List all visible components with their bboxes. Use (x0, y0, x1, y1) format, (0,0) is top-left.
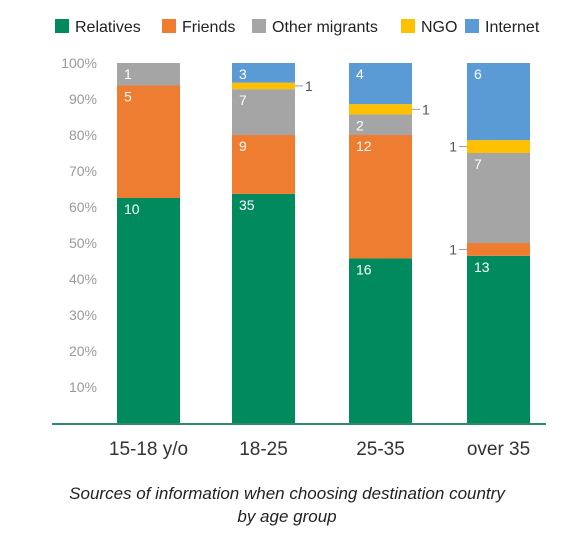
data-label: 3 (239, 66, 247, 82)
bar-segment-friends (232, 135, 295, 194)
bar-segment-other-migrants (232, 89, 295, 135)
data-label: 7 (474, 156, 482, 172)
chart-legend: Relatives Friends Other migrants NGO Interne… (55, 19, 540, 36)
legend-swatch-other-migrants (252, 19, 266, 33)
y-tick-label: 100% (61, 55, 97, 71)
data-label: 13 (474, 259, 490, 275)
legend-item-other-migrants: Other migrants (252, 19, 378, 36)
bar-segment-internet (349, 63, 412, 105)
x-tick-label: over 35 (467, 439, 530, 460)
data-label: 35 (239, 197, 255, 213)
bar-segment-friends (467, 243, 530, 256)
bar-segment-relatives (467, 255, 530, 423)
data-label: 4 (356, 66, 364, 82)
data-label: 1 (422, 101, 430, 117)
y-tick-label: 40% (69, 271, 97, 287)
legend-item-relatives: Relatives (55, 19, 141, 36)
data-label: 2 (356, 117, 364, 133)
bar-segment-internet (232, 63, 295, 83)
bar-segment-relatives (117, 198, 180, 423)
data-label: 1 (124, 66, 132, 82)
x-axis: 15-18 y/o 18-25 25-35 over 35 (52, 423, 546, 460)
legend-label-other-migrants: Other migrants (272, 19, 378, 36)
y-tick-label: 60% (69, 199, 97, 215)
x-tick-label: 15-18 y/o (109, 439, 188, 460)
data-label: 5 (124, 89, 132, 105)
x-tick-label: 18-25 (239, 439, 288, 460)
y-tick-label: 30% (69, 307, 97, 323)
y-axis: 10% 20% 30% 40% 50% 60% 70% 80% 90% 100% (61, 55, 97, 395)
legend-swatch-internet (465, 19, 479, 33)
legend-label-ngo: NGO (421, 19, 457, 36)
bar-segment-relatives (232, 193, 295, 423)
y-tick-label: 80% (69, 127, 97, 143)
data-label: 12 (356, 138, 372, 154)
bar-segment-ngo (349, 104, 412, 115)
legend-label-internet: Internet (485, 19, 540, 36)
bar-segment-friends (349, 135, 412, 259)
legend-label-relatives: Relatives (75, 19, 141, 36)
y-tick-label: 90% (69, 91, 97, 107)
y-tick-label: 20% (69, 343, 97, 359)
bar-segment-other-migrants (467, 153, 530, 243)
bar-group-over-35: 13 1 7 1 6 (449, 63, 530, 423)
legend-item-friends: Friends (162, 19, 235, 36)
stacked-bar-chart: Relatives Friends Other migrants NGO Interne… (52, 19, 546, 460)
bar-segment-ngo (467, 140, 530, 153)
legend-item-ngo: NGO (401, 19, 457, 36)
chart-caption-line2: by age group (237, 507, 337, 526)
bar-segment-other-migrants (117, 63, 180, 86)
data-label: 1 (449, 139, 457, 155)
data-label: 1 (449, 241, 457, 257)
data-label: 1 (305, 78, 313, 94)
legend-label-friends: Friends (182, 19, 235, 36)
bar-group-15-18-y-o: 10 5 1 (117, 63, 180, 423)
y-tick-label: 10% (69, 379, 97, 395)
legend-swatch-relatives (55, 19, 69, 33)
bar-segment-internet (467, 63, 530, 141)
bar-segment-relatives (349, 258, 412, 423)
data-label: 9 (239, 138, 247, 154)
data-label: 6 (474, 66, 482, 82)
y-tick-label: 50% (69, 235, 97, 251)
bar-segment-ngo (232, 82, 295, 90)
bar-segment-friends (117, 85, 180, 198)
bar-group-18-25: 35 9 7 1 3 (232, 63, 313, 423)
y-tick-label: 70% (69, 163, 97, 179)
legend-swatch-friends (162, 19, 176, 33)
chart-caption-line1: Sources of information when choosing des… (69, 484, 505, 503)
bar-group-25-35: 16 12 2 1 4 (349, 63, 430, 423)
data-label: 16 (356, 261, 372, 277)
legend-item-internet: Internet (465, 19, 540, 36)
bar-segment-other-migrants (349, 114, 412, 135)
data-label: 7 (239, 92, 247, 108)
legend-swatch-ngo (401, 19, 415, 33)
data-label: 10 (124, 201, 140, 217)
x-tick-label: 25-35 (356, 439, 405, 460)
